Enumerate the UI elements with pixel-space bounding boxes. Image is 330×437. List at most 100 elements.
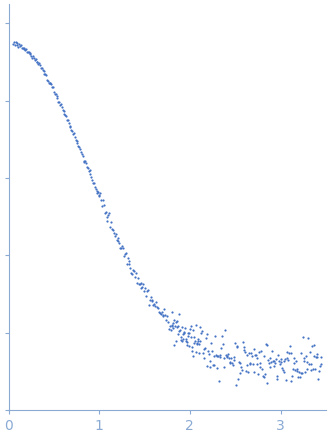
Point: [191, 334, 197, 341]
Point: [153, 299, 159, 306]
Point: [310, 342, 315, 349]
Point: [199, 329, 204, 336]
Point: [100, 196, 106, 203]
Point: [161, 311, 166, 318]
Point: [287, 343, 292, 350]
Point: [181, 328, 186, 335]
Point: [56, 98, 62, 105]
Point: [98, 197, 104, 204]
Point: [88, 170, 93, 177]
Point: [184, 342, 189, 349]
Point: [171, 317, 177, 324]
Point: [187, 326, 193, 333]
Point: [214, 364, 219, 371]
Point: [284, 349, 289, 356]
Point: [70, 128, 75, 135]
Point: [168, 327, 174, 334]
Point: [177, 327, 182, 334]
Point: [80, 153, 85, 160]
Point: [248, 350, 254, 357]
Point: [195, 340, 200, 347]
Point: [37, 60, 42, 67]
Point: [312, 353, 317, 360]
Point: [319, 354, 324, 361]
Point: [244, 362, 249, 369]
Point: [118, 244, 123, 251]
Point: [190, 348, 195, 355]
Point: [39, 65, 45, 72]
Point: [232, 340, 238, 347]
Point: [217, 351, 222, 358]
Point: [298, 369, 303, 376]
Point: [67, 122, 72, 129]
Point: [38, 65, 44, 72]
Point: [93, 186, 98, 193]
Point: [131, 266, 136, 273]
Point: [296, 369, 302, 376]
Point: [310, 366, 315, 373]
Point: [30, 55, 35, 62]
Point: [204, 363, 209, 370]
Point: [113, 231, 118, 238]
Point: [106, 211, 111, 218]
Point: [43, 71, 48, 78]
Point: [164, 312, 170, 319]
Point: [44, 72, 49, 79]
Point: [200, 349, 205, 356]
Point: [53, 91, 58, 98]
Point: [196, 338, 201, 345]
Point: [262, 352, 267, 359]
Point: [288, 349, 293, 356]
Point: [48, 80, 53, 87]
Point: [239, 363, 244, 370]
Point: [132, 273, 138, 280]
Point: [249, 353, 255, 360]
Point: [208, 364, 213, 371]
Point: [63, 111, 68, 118]
Point: [275, 372, 280, 379]
Point: [139, 284, 144, 291]
Point: [239, 367, 245, 374]
Point: [215, 352, 220, 359]
Point: [301, 355, 306, 362]
Point: [96, 189, 101, 196]
Point: [192, 337, 198, 344]
Point: [292, 367, 298, 374]
Point: [145, 286, 150, 293]
Point: [129, 270, 134, 277]
Point: [265, 341, 270, 348]
Point: [315, 375, 321, 382]
Point: [16, 43, 21, 50]
Point: [55, 94, 60, 101]
Point: [234, 344, 239, 351]
Point: [137, 280, 142, 287]
Point: [205, 331, 210, 338]
Point: [60, 107, 65, 114]
Point: [216, 378, 221, 385]
Point: [170, 320, 176, 327]
Point: [34, 58, 39, 65]
Point: [147, 297, 152, 304]
Point: [20, 45, 25, 52]
Point: [262, 371, 268, 378]
Point: [49, 81, 54, 88]
Point: [306, 334, 311, 341]
Point: [149, 298, 154, 305]
Point: [318, 361, 323, 368]
Point: [192, 340, 197, 347]
Point: [52, 91, 57, 98]
Point: [118, 245, 124, 252]
Point: [158, 311, 163, 318]
Point: [242, 343, 247, 350]
Point: [23, 46, 29, 53]
Point: [82, 158, 87, 165]
Point: [108, 224, 113, 231]
Point: [89, 174, 94, 181]
Point: [295, 366, 300, 373]
Point: [110, 227, 116, 234]
Point: [58, 101, 64, 108]
Point: [277, 361, 282, 368]
Point: [121, 252, 127, 259]
Point: [11, 40, 16, 47]
Point: [148, 293, 153, 300]
